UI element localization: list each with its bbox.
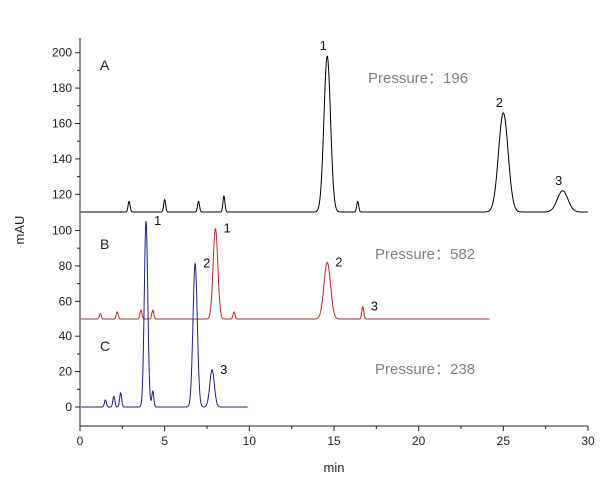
x-tick-label: 15: [327, 434, 341, 448]
panel-label-a: A: [100, 57, 110, 73]
y-tick-label: 180: [52, 81, 72, 95]
y-tick-label: 20: [59, 365, 73, 379]
peak-label: 3: [555, 173, 562, 188]
x-tick-label: 5: [161, 434, 168, 448]
y-tick-label: 160: [52, 117, 72, 131]
x-tick-label: 30: [581, 434, 595, 448]
peak-label: 1: [154, 213, 161, 228]
axes: 0 5 10 15 20 25 30 120 140 160 180 200 60 80 100 0 20 40: [52, 38, 595, 448]
y-tick-label: 140: [52, 152, 72, 166]
trace-b: [80, 227, 490, 320]
pressure-annotation-b: Pressure：582: [375, 246, 475, 263]
trace-a: [80, 55, 588, 213]
panel-label-b: B: [100, 236, 109, 252]
y-tick-label: 100: [52, 224, 72, 238]
peak-label: 2: [203, 256, 210, 271]
y-tick-label: 40: [59, 329, 73, 343]
x-axis-title: min: [324, 460, 345, 475]
y-tick-label: 80: [59, 259, 73, 273]
pressure-annotation-a: Pressure：196: [368, 70, 468, 87]
panel-label-c: C: [100, 338, 110, 354]
y-tick-label: 200: [52, 46, 72, 60]
trace-c: [80, 221, 248, 408]
x-tick-label: 25: [497, 434, 511, 448]
x-tick-label: 0: [77, 434, 84, 448]
peak-label: 3: [371, 299, 378, 314]
x-tick-label: 20: [412, 434, 426, 448]
peak-label: 1: [320, 38, 327, 53]
y-tick-label: 0: [65, 400, 72, 414]
peak-label: 2: [335, 254, 342, 269]
peak-label: 3: [220, 362, 227, 377]
traces: [80, 55, 588, 408]
y-tick-label: 60: [59, 294, 73, 308]
y-axis-title: mAU: [12, 216, 27, 245]
pressure-annotation-c: Pressure：238: [375, 361, 475, 378]
x-tick-label: 10: [243, 434, 257, 448]
peak-label: 1: [223, 221, 230, 236]
labels: A Pressure：196 1 2 3 B Pressure：582 1 2 3 C Pressur…: [100, 38, 562, 378]
peak-label: 2: [496, 95, 503, 110]
y-tick-label: 120: [52, 187, 72, 201]
